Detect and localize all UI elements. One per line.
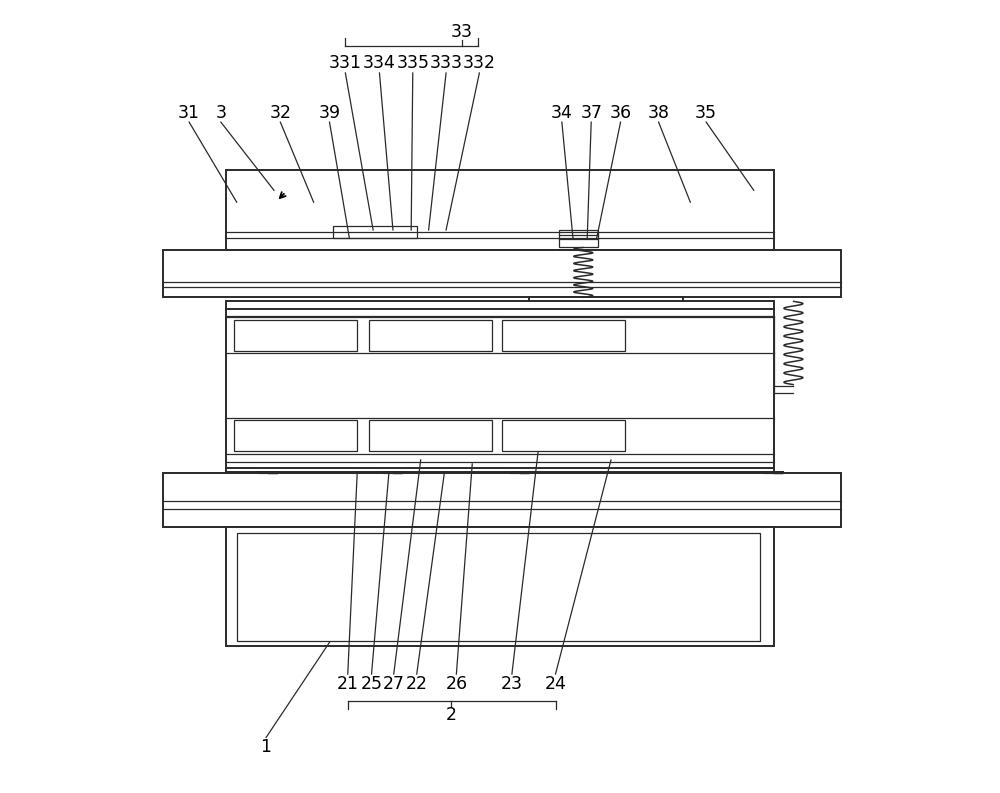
Text: 27: 27 [383, 675, 405, 692]
Text: 332: 332 [463, 55, 496, 72]
Bar [529, 297, 683, 385]
Text: 33: 33 [451, 23, 473, 40]
Text: 3: 3 [215, 104, 226, 121]
Text: 39: 39 [318, 104, 341, 121]
Bar [538, 308, 673, 379]
Text: 35: 35 [695, 104, 717, 121]
Bar [502, 420, 625, 451]
Text: 36: 36 [609, 104, 632, 121]
Text: 21: 21 [337, 675, 359, 692]
Bar [502, 320, 625, 351]
Bar [163, 250, 841, 297]
Text: 331: 331 [329, 55, 362, 72]
Bar [226, 527, 774, 646]
Text: 334: 334 [363, 55, 396, 72]
Bar [226, 301, 774, 472]
Text: 22: 22 [406, 675, 428, 692]
Bar [559, 230, 598, 247]
Text: 31: 31 [178, 104, 200, 121]
Bar [369, 420, 492, 451]
Bar [234, 320, 357, 351]
Text: 34: 34 [551, 104, 573, 121]
Text: 335: 335 [396, 55, 429, 72]
Text: 37: 37 [580, 104, 602, 121]
Text: 38: 38 [648, 104, 670, 121]
Text: 1: 1 [261, 738, 272, 756]
Bar [234, 420, 357, 451]
Text: 333: 333 [430, 55, 463, 72]
Bar [237, 533, 760, 641]
Text: 24: 24 [545, 675, 566, 692]
Text: 25: 25 [361, 675, 383, 692]
Text: 2: 2 [445, 707, 456, 724]
Bar [369, 320, 492, 351]
Bar [333, 226, 417, 238]
Bar [226, 170, 774, 250]
Text: 23: 23 [501, 675, 523, 692]
Bar [163, 473, 841, 527]
Bar [559, 342, 623, 375]
Text: 26: 26 [445, 675, 467, 692]
Text: 32: 32 [269, 104, 291, 121]
